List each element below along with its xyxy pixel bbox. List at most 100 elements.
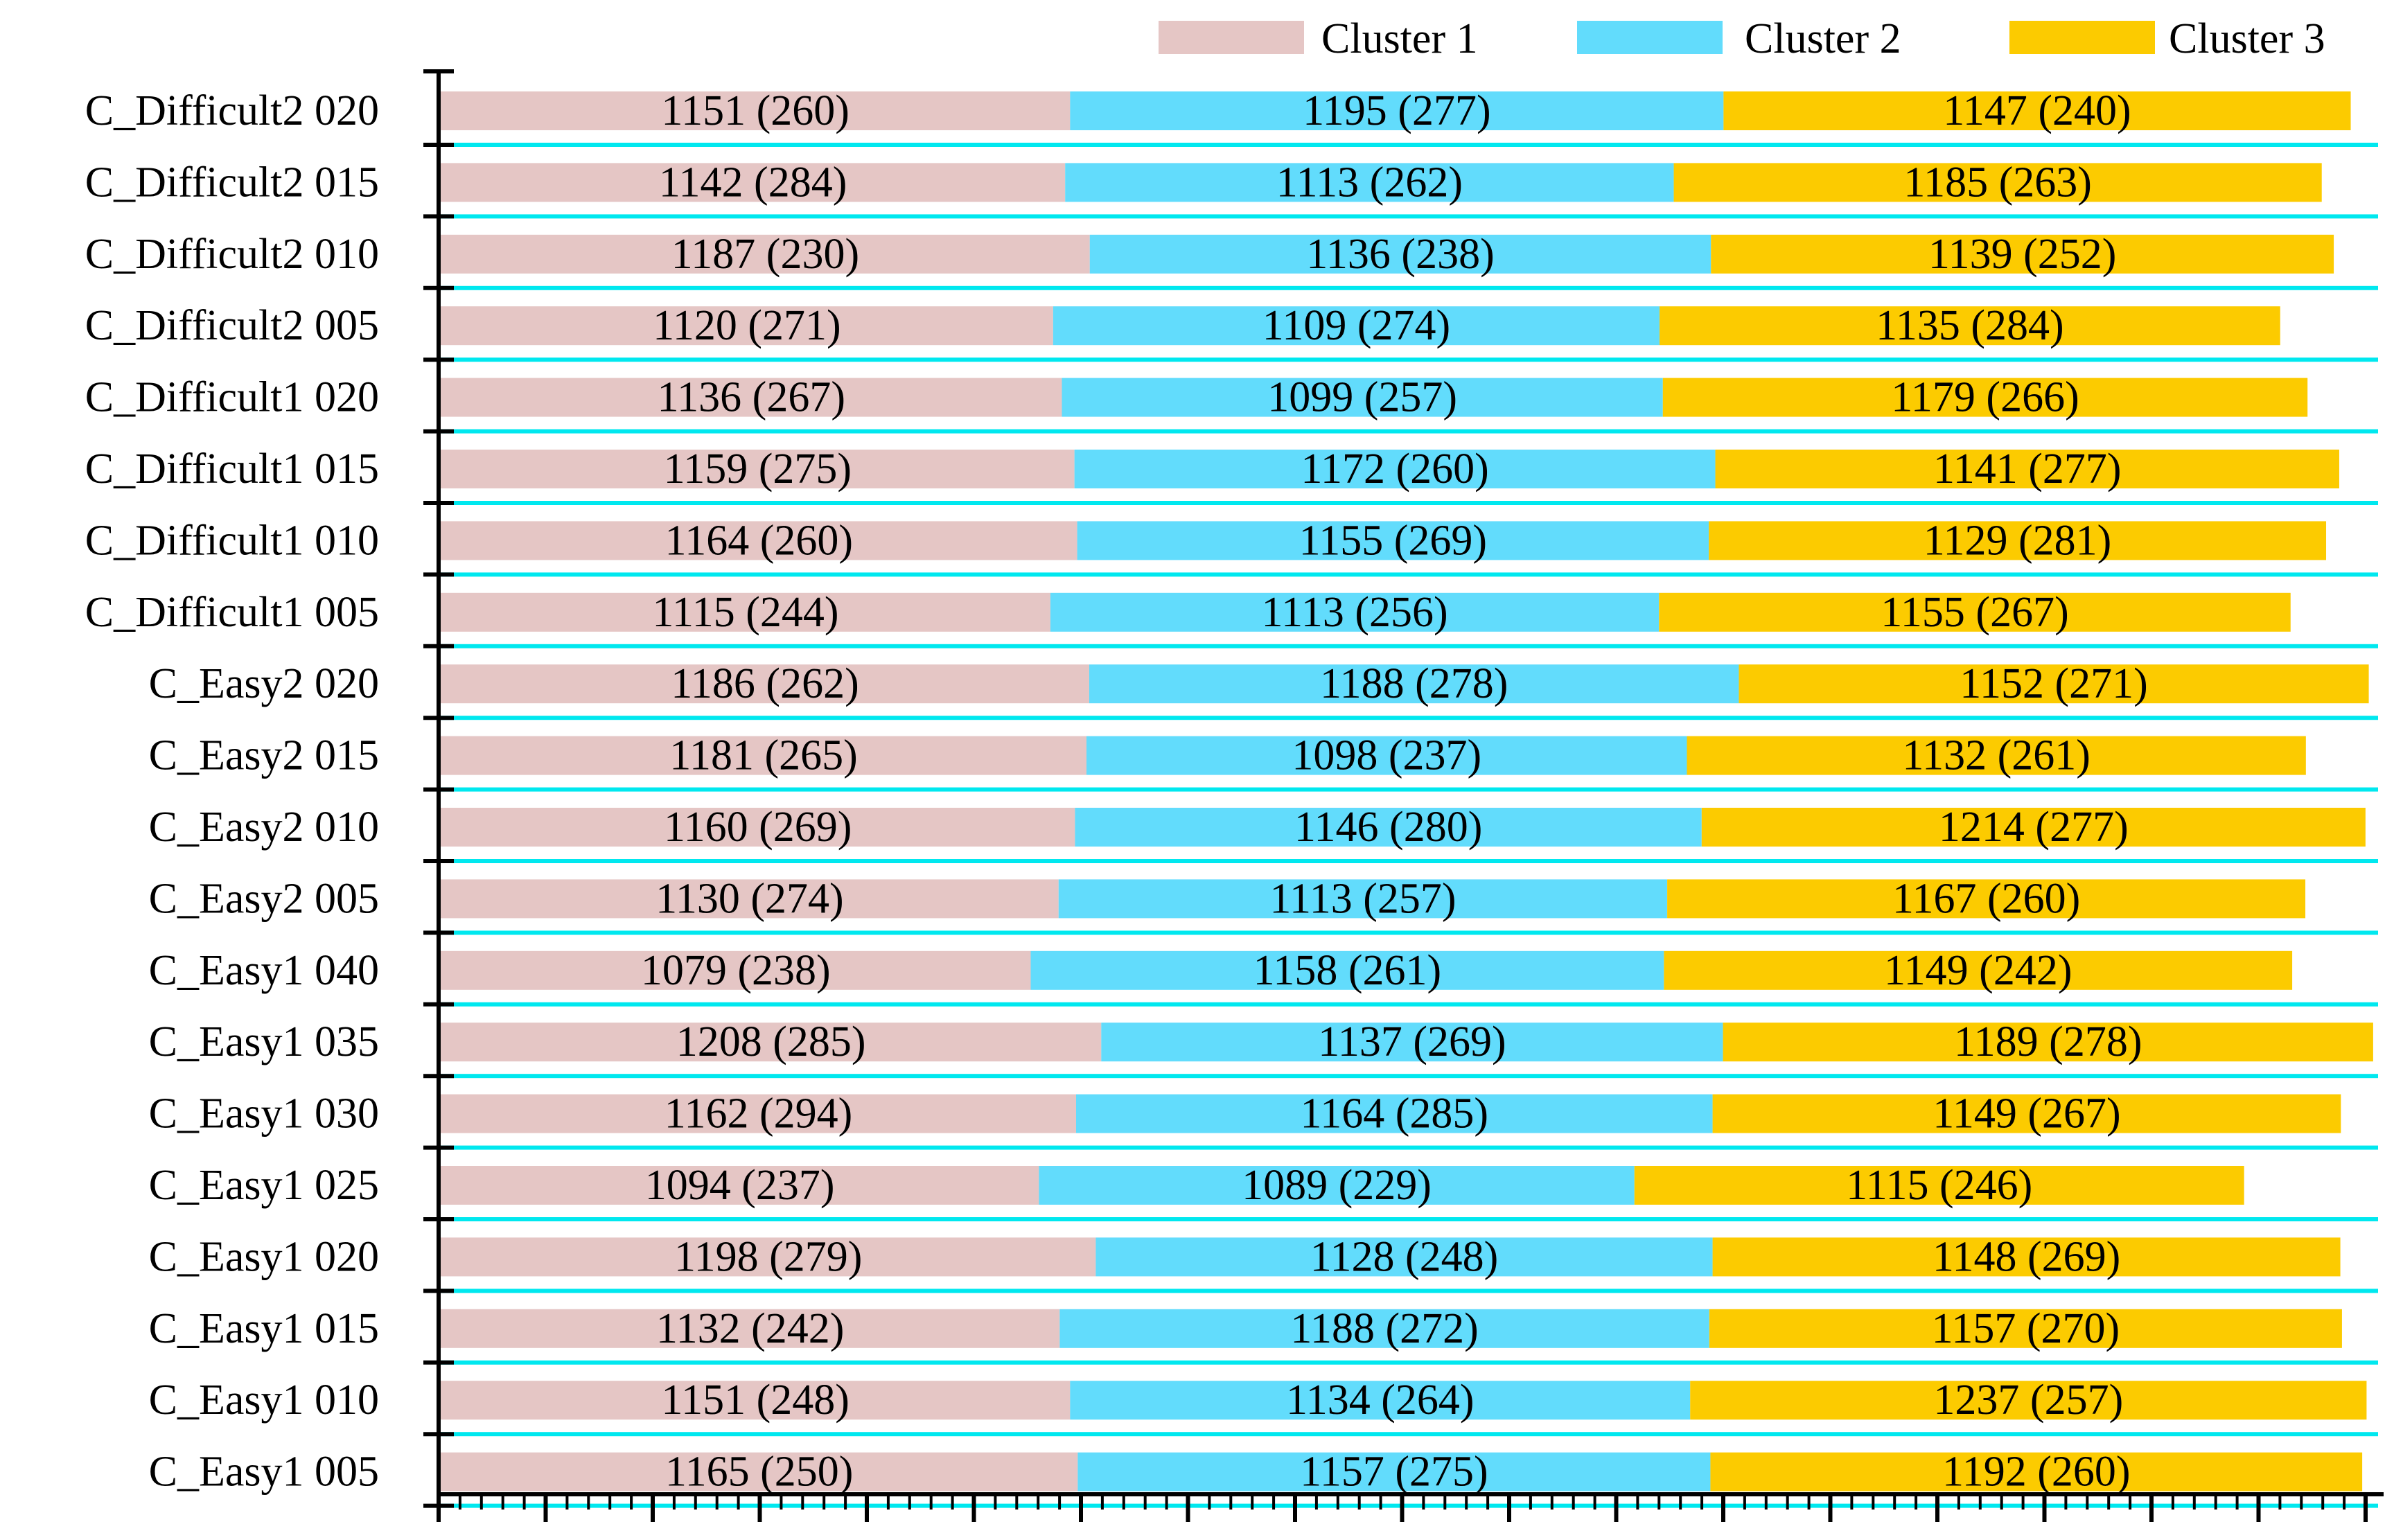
bar-segment	[441, 378, 1062, 417]
axes	[423, 69, 2384, 1522]
bar-value-label: 1113 (256)	[1261, 589, 1447, 636]
bar-segment	[1690, 1381, 2367, 1420]
data-labels: 1151 (260) 1195 (277) 1147 (240) 1142 (284)…	[641, 87, 2148, 1496]
bar-segment	[1089, 664, 1739, 704]
row-separator	[441, 1002, 2378, 1007]
category-label: C_Difficult1 015	[85, 445, 379, 493]
category-label: C_Easy1 015	[149, 1305, 379, 1352]
bar-segment	[1709, 521, 2327, 560]
category-labels: C_Difficult2 020 C_Difficult2 015 C_Diffic…	[85, 87, 379, 1496]
bar-segment	[1030, 950, 1664, 990]
bar-value-label: 1185 (263)	[1903, 159, 2092, 206]
bar-segment	[1667, 879, 2306, 919]
bar-value-label: 1115 (246)	[1846, 1162, 2032, 1209]
category-label: C_Difficult2 010	[85, 231, 379, 278]
legend: Cluster 1 Cluster 2 Cluster 3	[1159, 15, 2325, 62]
row-separator	[441, 1074, 2378, 1079]
bar-value-label: 1186 (262)	[671, 660, 859, 707]
row-separator	[441, 1503, 2378, 1508]
bar-value-label: 1137 (269)	[1318, 1018, 1506, 1065]
bar-segment	[441, 91, 1071, 130]
bar-segment	[1634, 1166, 2244, 1205]
bar-value-label: 1079 (238)	[641, 947, 831, 994]
bar-value-label: 1179 (266)	[1891, 374, 2079, 421]
bar-segment	[441, 521, 1077, 560]
legend-label: Cluster 2	[1745, 15, 1901, 62]
bar-value-label: 1188 (272)	[1290, 1305, 1479, 1352]
bar-value-label: 1147 (240)	[1943, 87, 2131, 134]
row-separator	[441, 1289, 2378, 1293]
row-separator	[441, 572, 2378, 577]
bar-value-label: 1155 (269)	[1299, 517, 1488, 564]
legend-label: Cluster 3	[2169, 15, 2325, 62]
bar-value-label: 1167 (260)	[1892, 875, 2081, 922]
row-separator	[441, 716, 2378, 720]
category-label: C_Easy1 030	[149, 1090, 379, 1138]
bar-segment	[441, 1452, 1078, 1492]
row-separator	[441, 214, 2378, 219]
category-label: C_Easy1 035	[149, 1018, 379, 1065]
bar-segment	[1062, 378, 1663, 417]
row-separator	[441, 1360, 2378, 1365]
bar-value-label: 1132 (242)	[656, 1305, 845, 1352]
bar-segment	[1673, 163, 2322, 202]
bar-segment	[441, 592, 1050, 632]
bar-segment	[441, 1381, 1071, 1420]
bar-value-label: 1136 (267)	[657, 374, 845, 421]
bar-segment	[441, 808, 1075, 847]
row-separator	[441, 143, 2378, 147]
bar-value-label: 1089 (229)	[1242, 1162, 1432, 1209]
bar-segment	[1712, 1237, 2341, 1277]
bar-value-label: 1099 (257)	[1267, 374, 1457, 421]
bar-value-label: 1152 (271)	[1960, 660, 2148, 707]
bar-value-label: 1188 (278)	[1320, 660, 1508, 707]
category-label: C_Easy1 010	[149, 1377, 379, 1424]
bar-segment	[1101, 1023, 1723, 1062]
bar-segment	[1089, 234, 1711, 274]
bar-segment	[441, 950, 1031, 990]
row-separator	[441, 429, 2378, 434]
bar-value-label: 1098 (237)	[1292, 732, 1481, 779]
category-label: C_Difficult1 005	[85, 589, 379, 636]
bar-value-label: 1157 (275)	[1300, 1449, 1488, 1496]
category-label: C_Easy1 025	[149, 1162, 379, 1209]
bar-value-label: 1159 (275)	[664, 445, 852, 493]
bar-value-label: 1120 (271)	[653, 302, 841, 349]
bar-segment	[1660, 306, 2280, 346]
bar-segment	[1095, 1237, 1713, 1277]
bar-value-label: 1198 (279)	[674, 1233, 863, 1280]
category-label: C_Easy2 010	[149, 804, 379, 851]
bar-value-label: 1129 (281)	[1924, 517, 2112, 564]
bar-value-label: 1149 (267)	[1933, 1090, 2121, 1138]
bar-value-label: 1214 (277)	[1939, 804, 2129, 851]
bar-value-label: 1141 (277)	[1933, 445, 2122, 493]
legend-label: Cluster 1	[1321, 15, 1478, 62]
bar-segment	[1050, 592, 1660, 632]
row-separator	[441, 787, 2378, 792]
row-separator	[441, 930, 2378, 935]
category-label: C_Easy1 020	[149, 1233, 379, 1280]
bar-segment	[1701, 808, 2366, 847]
bar-value-label: 1181 (265)	[669, 732, 858, 779]
bar-segment	[1711, 234, 2334, 274]
bar-segment	[441, 234, 1090, 274]
category-label: C_Difficult2 015	[85, 159, 379, 206]
bar-value-label: 1157 (270)	[1932, 1305, 2120, 1352]
bar-segment	[1687, 736, 2306, 775]
bar-segment	[1712, 1094, 2341, 1133]
bar-segment	[1058, 879, 1668, 919]
bar-value-label: 1128 (248)	[1310, 1233, 1499, 1280]
bar-segment	[1076, 1094, 1713, 1133]
bar-value-label: 1142 (284)	[659, 159, 847, 206]
bar-segment	[441, 664, 1089, 704]
bar-value-label: 1208 (285)	[676, 1018, 866, 1065]
category-label: C_Easy2 020	[149, 660, 379, 707]
bar-value-label: 1113 (257)	[1269, 875, 1456, 922]
category-label: C_Difficult2 005	[85, 302, 379, 349]
bar-segment	[441, 306, 1053, 346]
row-separator	[441, 357, 2378, 362]
bar-value-label: 1109 (274)	[1262, 302, 1451, 349]
bar-value-label: 1172 (260)	[1301, 445, 1489, 493]
bar-segment	[441, 450, 1075, 488]
bar-value-label: 1164 (285)	[1301, 1090, 1489, 1138]
